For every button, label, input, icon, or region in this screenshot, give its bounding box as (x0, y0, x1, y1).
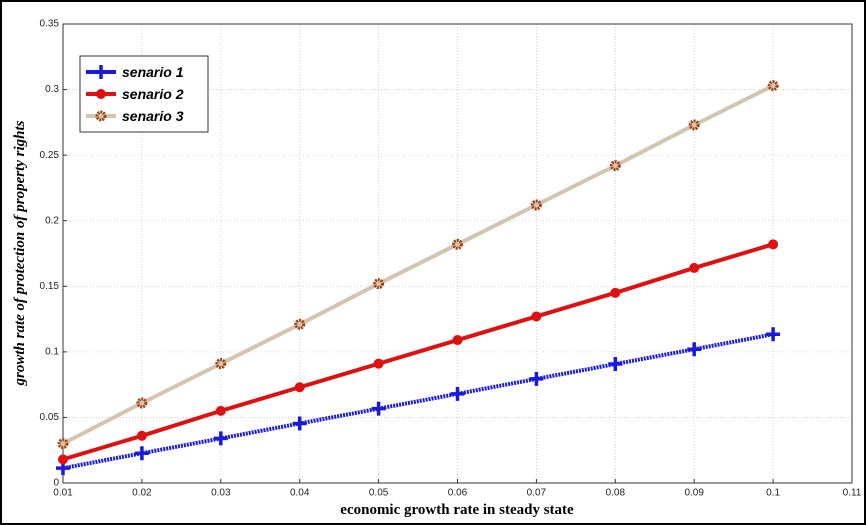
marker (57, 438, 69, 450)
marker (767, 80, 779, 92)
marker (608, 357, 623, 372)
marker (58, 454, 68, 465)
series-line (62, 332, 774, 471)
marker (213, 431, 228, 446)
x-tick-label: 0.1 (766, 488, 780, 499)
x-tick-label: 0.01 (53, 488, 73, 499)
x-tick-label: 0.09 (684, 488, 704, 499)
x-tick-label: 0.04 (290, 488, 310, 499)
legend-label: senario 1 (122, 64, 184, 80)
x-tick-label: 0.07 (527, 488, 547, 499)
legend-marker (96, 89, 106, 99)
legend-marker (94, 65, 108, 79)
marker (768, 239, 779, 250)
marker (450, 386, 465, 401)
marker (136, 430, 147, 441)
x-tick-label: 0.02 (132, 488, 152, 499)
marker (373, 358, 384, 369)
plot-area (62, 23, 853, 484)
marker (766, 327, 781, 342)
y-tick-label: 0 (53, 478, 59, 489)
legend-label: senario 2 (122, 86, 184, 102)
y-tick-label: 0.05 (40, 412, 60, 423)
y-tick-label: 0.2 (45, 215, 59, 226)
x-tick-label: 0.05 (369, 488, 389, 499)
x-axis-label: economic growth rate in steady state (340, 502, 574, 518)
x-tick-label: 0.11 (843, 488, 862, 499)
marker (136, 397, 148, 409)
x-tick-label: 0.08 (606, 488, 626, 499)
legend-label: senario 3 (122, 108, 184, 124)
series-line (62, 242, 774, 462)
marker (215, 358, 227, 370)
marker (689, 262, 700, 273)
marker (134, 446, 149, 461)
y-tick-label: 0.35 (40, 19, 60, 30)
marker (609, 160, 621, 172)
marker (371, 401, 386, 416)
marker (529, 371, 544, 386)
marker (687, 342, 702, 357)
marker (530, 199, 542, 211)
series-line (62, 83, 774, 446)
y-tick-label: 0.3 (45, 84, 59, 95)
y-tick-label: 0.15 (40, 281, 60, 292)
marker (215, 405, 226, 416)
y-axis-label: growth rate of protection of property ri… (12, 120, 28, 386)
marker (452, 335, 463, 346)
marker (294, 382, 305, 393)
marker (452, 238, 463, 250)
x-tick-label: 0.06 (448, 488, 468, 499)
marker (292, 416, 307, 431)
marker (610, 287, 621, 298)
marker (688, 119, 700, 131)
y-tick-label: 0.25 (40, 150, 60, 161)
marker (294, 318, 306, 330)
legend-marker (95, 110, 107, 122)
marker (373, 278, 385, 290)
marker (531, 311, 542, 322)
y-tick-label: 0.1 (45, 346, 59, 357)
x-tick-label: 0.03 (211, 488, 231, 499)
